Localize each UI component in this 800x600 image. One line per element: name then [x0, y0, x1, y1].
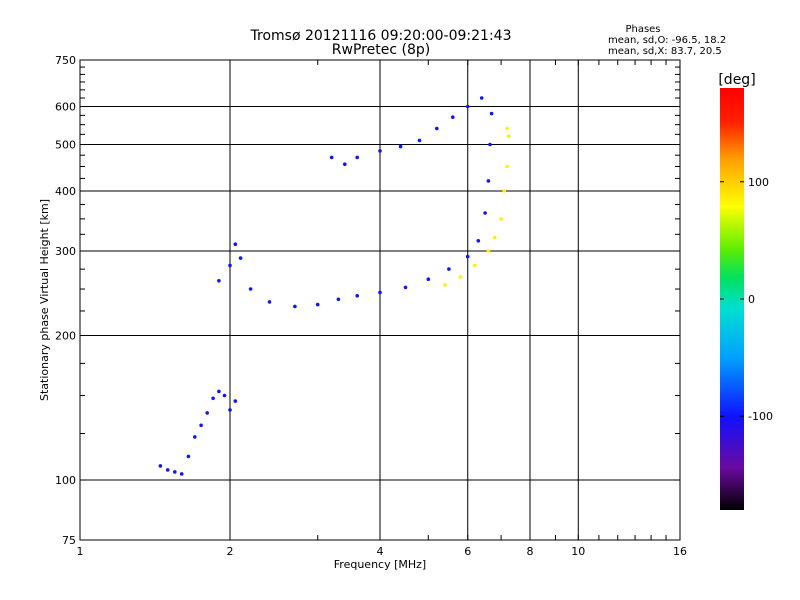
data-point [486, 179, 491, 183]
x-tick-label: 4 [377, 545, 384, 558]
data-point [233, 242, 238, 246]
data-point [499, 217, 503, 221]
x-tick-label: 8 [527, 545, 534, 558]
data-point [465, 104, 470, 109]
y-tick-label: 500 [55, 139, 76, 152]
y-tick-label: 750 [55, 54, 76, 67]
stats-heading: Phases [625, 24, 660, 35]
y-tick-label: 100 [55, 474, 76, 487]
colorbar-tick-label: -100 [748, 410, 773, 423]
chart-subtitle: RwPretec (8p) [332, 42, 430, 58]
data-point [248, 287, 253, 291]
data-point [417, 138, 422, 143]
data-point [233, 399, 238, 403]
data-point [443, 283, 447, 287]
data-point [493, 235, 497, 240]
data-point [222, 393, 227, 398]
y-tick-label: 300 [55, 245, 76, 258]
data-point [473, 263, 477, 268]
data-point [238, 256, 243, 260]
data-point [217, 389, 221, 394]
y-axis-label: Stationary phase Virtual Height [km] [38, 199, 51, 401]
data-point [205, 411, 209, 415]
y-tick-label: 200 [55, 330, 76, 343]
x-tick-label: 2 [227, 545, 234, 558]
data-point [267, 300, 272, 304]
stats-x-mode: mean, sd,X: 83.7, 20.5 [608, 46, 722, 57]
colorbar-tick-label: 100 [748, 176, 769, 189]
data-point [505, 164, 510, 169]
x-tick-label: 10 [571, 545, 585, 558]
data-point [193, 435, 197, 439]
data-point [505, 126, 510, 131]
data-point [173, 470, 177, 474]
plot-frame [79, 59, 681, 541]
data-point [315, 302, 320, 307]
colorbar-tick-label: 0 [748, 293, 755, 306]
x-tick-label: 1 [77, 545, 84, 558]
stats-o-mode: mean, sd,O: -96.5, 18.2 [608, 35, 726, 46]
colorbar-label: [deg] [718, 72, 755, 88]
data-point [378, 149, 382, 153]
data-point [179, 472, 184, 476]
data-point [476, 239, 481, 243]
data-point [488, 142, 492, 147]
data-point [293, 304, 297, 309]
data-point [343, 162, 347, 166]
data-point [451, 115, 455, 119]
data-point [199, 423, 203, 428]
data-point [486, 249, 491, 253]
data-point [211, 396, 215, 401]
data-points [158, 96, 511, 476]
data-point [378, 290, 382, 295]
data-point [186, 454, 191, 459]
x-axis-label: Frequency [MHz] [334, 558, 426, 571]
data-point [355, 155, 360, 160]
y-tick-label: 600 [55, 101, 76, 114]
data-point [502, 189, 507, 193]
data-point [398, 144, 403, 149]
data-point [329, 155, 334, 160]
data-point [228, 408, 232, 412]
data-point [336, 297, 341, 302]
data-point [479, 96, 484, 100]
data-point [158, 464, 163, 468]
y-tick-label: 75 [62, 534, 76, 547]
data-point [465, 254, 470, 259]
data-point [506, 134, 511, 139]
x-tick-label: 6 [464, 545, 471, 558]
chart-title: Tromsø 20121116 09:20:00-09:21:43 [250, 28, 512, 44]
y-tick-label: 400 [55, 185, 76, 198]
data-point [165, 468, 170, 472]
data-point [489, 111, 494, 116]
data-point [355, 294, 360, 298]
data-point [458, 275, 463, 279]
data-point [403, 285, 408, 290]
colorbar-ticks: 100 0 -100 [720, 176, 773, 423]
data-point [483, 211, 487, 215]
data-point [447, 267, 451, 271]
data-point [426, 277, 431, 282]
grid [80, 60, 680, 540]
data-point [435, 126, 439, 131]
data-point [228, 263, 232, 268]
data-point [217, 279, 221, 283]
x-tick-label: 16 [673, 545, 687, 558]
